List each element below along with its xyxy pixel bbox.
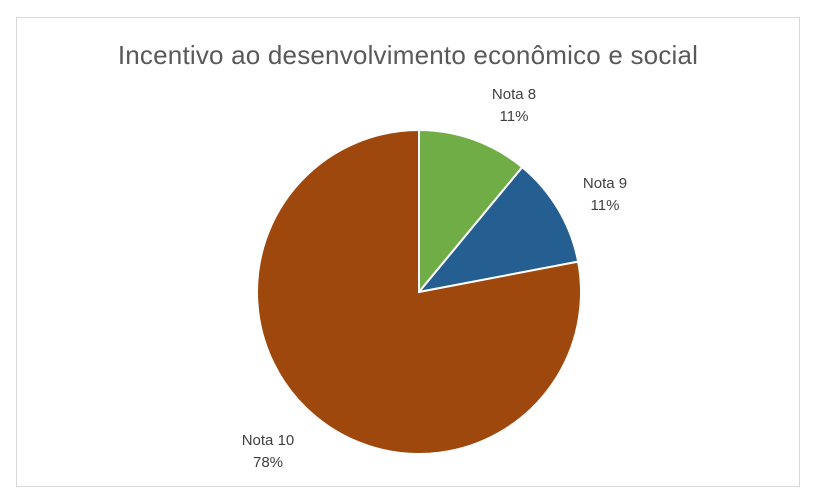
pie-labels: Nota 8 11% Nota 9 11% Nota 10 78% <box>242 86 627 471</box>
pie-slice-nota-9 <box>416 165 580 294</box>
pie-slices <box>256 128 582 455</box>
slice-name-label: Nota 10 <box>242 432 295 449</box>
pie-slice-nota-10 <box>256 128 582 455</box>
slice-name-label: Nota 8 <box>492 86 536 103</box>
chart-title: Incentivo ao desenvolvimento econômico e… <box>117 40 699 70</box>
pie-slice-nota-8 <box>418 128 524 295</box>
slice-name-label: Nota 9 <box>583 175 627 192</box>
slice-percent-label: 11% <box>500 108 529 125</box>
slice-percent-label: 78% <box>253 454 283 471</box>
slice-percent-label: 11% <box>591 197 620 214</box>
